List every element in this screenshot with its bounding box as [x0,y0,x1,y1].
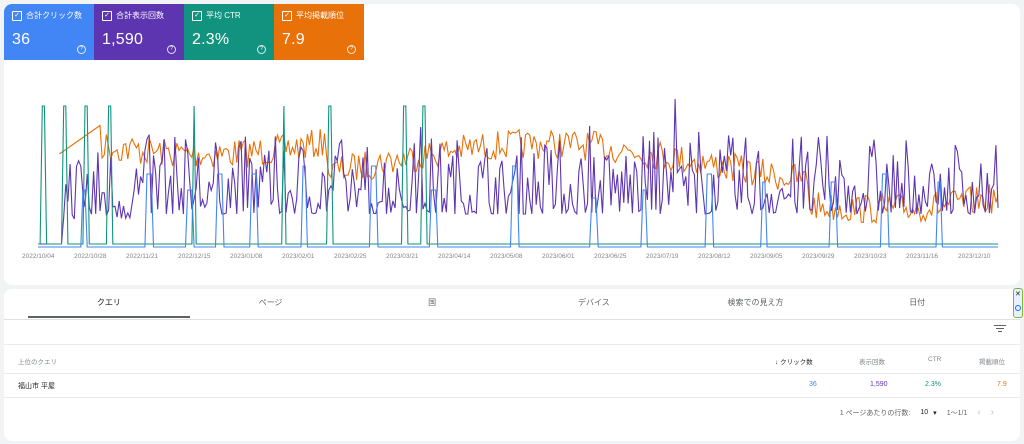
checkbox-icon[interactable]: ✓ [102,10,112,21]
x-tick-label: 2022/11/21 [126,253,158,260]
metric-value: 2.3% [192,31,230,48]
dimension-tabs: クエリ ページ 国 デバイス 検索での見え方 日付 [28,289,998,320]
help-icon[interactable]: ? [167,45,176,54]
help-icon[interactable]: ? [77,45,86,54]
series-line-position [59,124,999,225]
cell-ctr: 2.3% [925,381,941,388]
metric-label: 平均掲載順位 [296,11,344,20]
tab-country[interactable]: 国 [428,298,437,307]
metric-value: 1,590 [102,31,144,48]
column-header-ctr[interactable]: CTR [928,356,942,363]
dropdown-arrow-icon: ▾ [933,409,937,417]
column-header-clicks[interactable]: ↓ クリック数 [775,359,813,366]
metric-card-ctr[interactable]: ✓ 平均 CTR 2.3% ? [184,4,274,60]
dimension-table-panel: クエリ ページ 国 デバイス 検索での見え方 日付 上位のクエリ ↓ クリック数… [4,289,1020,441]
metric-card-position[interactable]: ✓ 平均掲載順位 7.9 ? [274,4,364,60]
metric-value: 7.9 [282,31,305,48]
x-tick-label: 2023/06/25 [594,253,627,260]
rows-per-page-select[interactable]: 10 ▾ [920,408,937,417]
help-icon[interactable]: ? [257,45,266,54]
column-header-impressions[interactable]: 表示回数 [859,359,885,366]
checkbox-icon[interactable]: ✓ [12,10,22,21]
metric-label: 合計表示回数 [116,11,164,20]
series-line-clicks [38,165,998,248]
x-tick-label: 2023/07/19 [646,253,679,260]
x-tick-label: 2023/11/16 [906,253,938,260]
x-tick-label: 2023/09/05 [750,253,783,260]
cell-query: 福山市 平屋 [18,383,55,390]
x-tick-label: 2023/04/14 [438,253,471,260]
column-header-position[interactable]: 掲載順位 [979,359,1005,366]
table-header: 上位のクエリ ↓ クリック数 表示回数 CTR 掲載順位 [4,344,1020,374]
tab-search-appearance[interactable]: 検索での見え方 [727,298,784,307]
x-tick-label: 2023/09/29 [802,253,835,260]
series-line-impressions [38,98,999,245]
filter-icon[interactable] [994,325,1006,335]
x-tick-label: 2023/06/01 [542,253,575,260]
table-row[interactable]: 福山市 平屋 36 1,590 2.3% 7.9 [4,373,1020,398]
line-chart: 2022/10/04 2022/10/28 2022/11/21 2022/12/15… [22,98,999,260]
x-tick-label: 2023/02/01 [282,253,315,260]
x-tick-label: 2023/08/12 [698,253,731,260]
help-icon[interactable]: ? [347,45,356,54]
x-tick-label: 2023/02/25 [334,253,367,260]
column-header-query: 上位のクエリ [18,359,57,366]
next-page-icon[interactable]: › [990,407,994,418]
tab-device[interactable]: デバイス [577,298,610,307]
x-tick-label: 2023/01/08 [230,253,263,260]
close-icon[interactable]: ✕ [1015,291,1021,298]
metric-label: 平均 CTR [206,11,241,20]
x-tick-label: 2023/12/10 [958,253,991,260]
cell-impressions: 1,590 [870,381,888,388]
x-tick-label: 2022/10/04 [22,253,55,260]
checkbox-icon[interactable]: ✓ [282,10,292,21]
sort-arrow-down-icon: ↓ [775,359,781,366]
metric-label: 合計クリック数 [26,11,82,20]
performance-chart-panel: ✓ 合計クリック数 36 ? ✓ 合計表示回数 1,590 ? ✓ 平均 CTR 2.… [4,4,1020,285]
rows-per-page-label: 1 ページあたりの行数: [839,409,911,417]
x-tick-label: 2023/05/08 [490,253,523,260]
metric-card-clicks[interactable]: ✓ 合計クリック数 36 ? [4,4,94,60]
tab-date[interactable]: 日付 [909,298,926,307]
x-tick-label: 2023/03/21 [386,253,419,260]
metric-value: 36 [12,31,31,48]
cell-position: 7.9 [997,381,1007,388]
cell-clicks: 36 [809,381,817,388]
prev-page-icon[interactable]: ‹ [977,407,981,418]
x-tick-label: 2023/10/23 [854,253,887,260]
checkbox-icon[interactable]: ✓ [192,10,202,21]
tab-page[interactable]: ページ [258,298,283,307]
metric-cards: ✓ 合計クリック数 36 ? ✓ 合計表示回数 1,590 ? ✓ 平均 CTR 2.… [4,4,364,60]
metric-card-impressions[interactable]: ✓ 合計表示回数 1,590 ? [94,4,184,60]
extension-widget[interactable]: ✕ [1013,288,1023,318]
pagination: 1 ページあたりの行数: 10 ▾ 1〜1/1 ‹ › [840,407,994,418]
tabs-divider [4,319,1020,320]
x-tick-label: 2022/12/15 [178,253,211,260]
page-range: 1〜1/1 [946,409,968,417]
x-tick-label: 2022/10/28 [74,253,107,260]
extension-icon[interactable] [1015,305,1021,311]
tab-query[interactable]: クエリ [28,289,190,320]
